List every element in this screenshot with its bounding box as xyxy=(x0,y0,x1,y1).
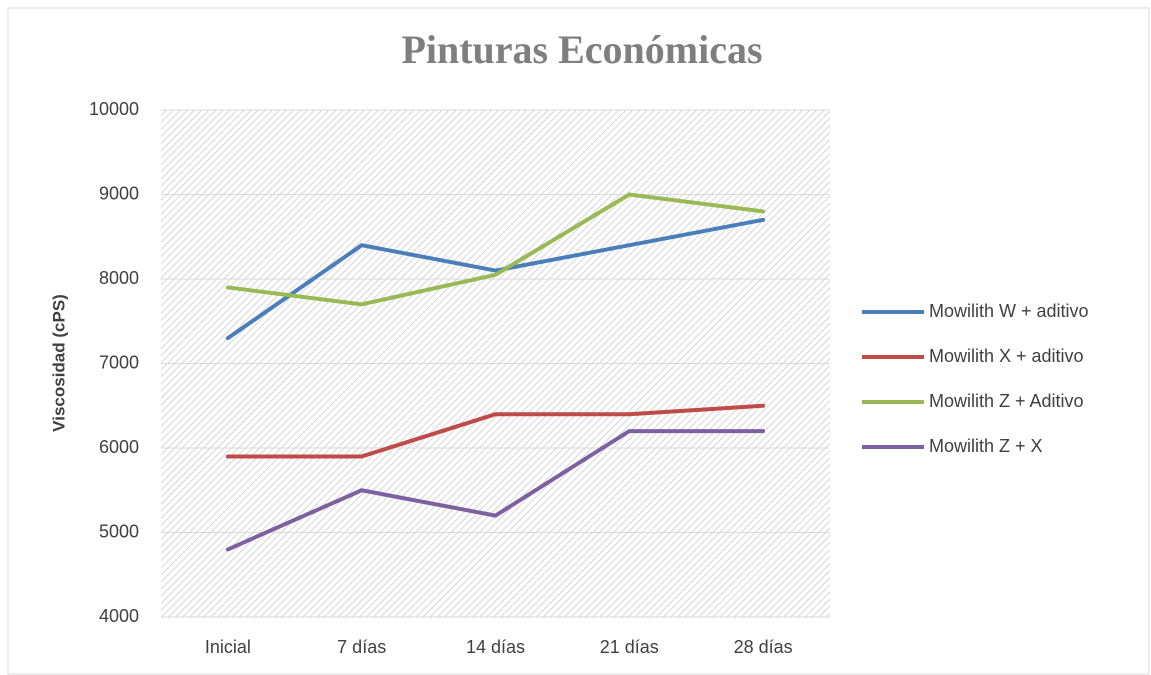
series-line xyxy=(225,403,766,459)
y-tick-label: 8000 xyxy=(99,268,139,288)
series-line xyxy=(225,429,766,552)
x-tick-label: Inicial xyxy=(205,637,251,657)
y-axis-label: Viscosidad (cPS) xyxy=(49,294,68,432)
x-tick-label: 21 días xyxy=(600,637,659,657)
y-tick-label: 4000 xyxy=(99,606,139,626)
chart-title: Pinturas Económicas xyxy=(401,27,762,72)
legend-label: Mowilith Z + Aditivo xyxy=(929,391,1084,411)
y-tick-label: 9000 xyxy=(99,183,139,203)
series-line xyxy=(225,217,766,341)
x-tick-label: 14 días xyxy=(466,637,525,657)
x-tick-label: 7 días xyxy=(337,637,386,657)
legend-label: Mowilith W + aditivo xyxy=(929,301,1089,321)
y-tick-label: 7000 xyxy=(99,352,139,372)
x-tick-label: 28 días xyxy=(734,637,793,657)
y-tick-label: 6000 xyxy=(99,437,139,457)
series-line xyxy=(225,192,766,307)
legend-label: Mowilith X + aditivo xyxy=(929,346,1084,366)
y-tick-label: 10000 xyxy=(89,99,139,119)
legend-label: Mowilith Z + X xyxy=(929,436,1043,456)
y-tick-label: 5000 xyxy=(99,521,139,541)
